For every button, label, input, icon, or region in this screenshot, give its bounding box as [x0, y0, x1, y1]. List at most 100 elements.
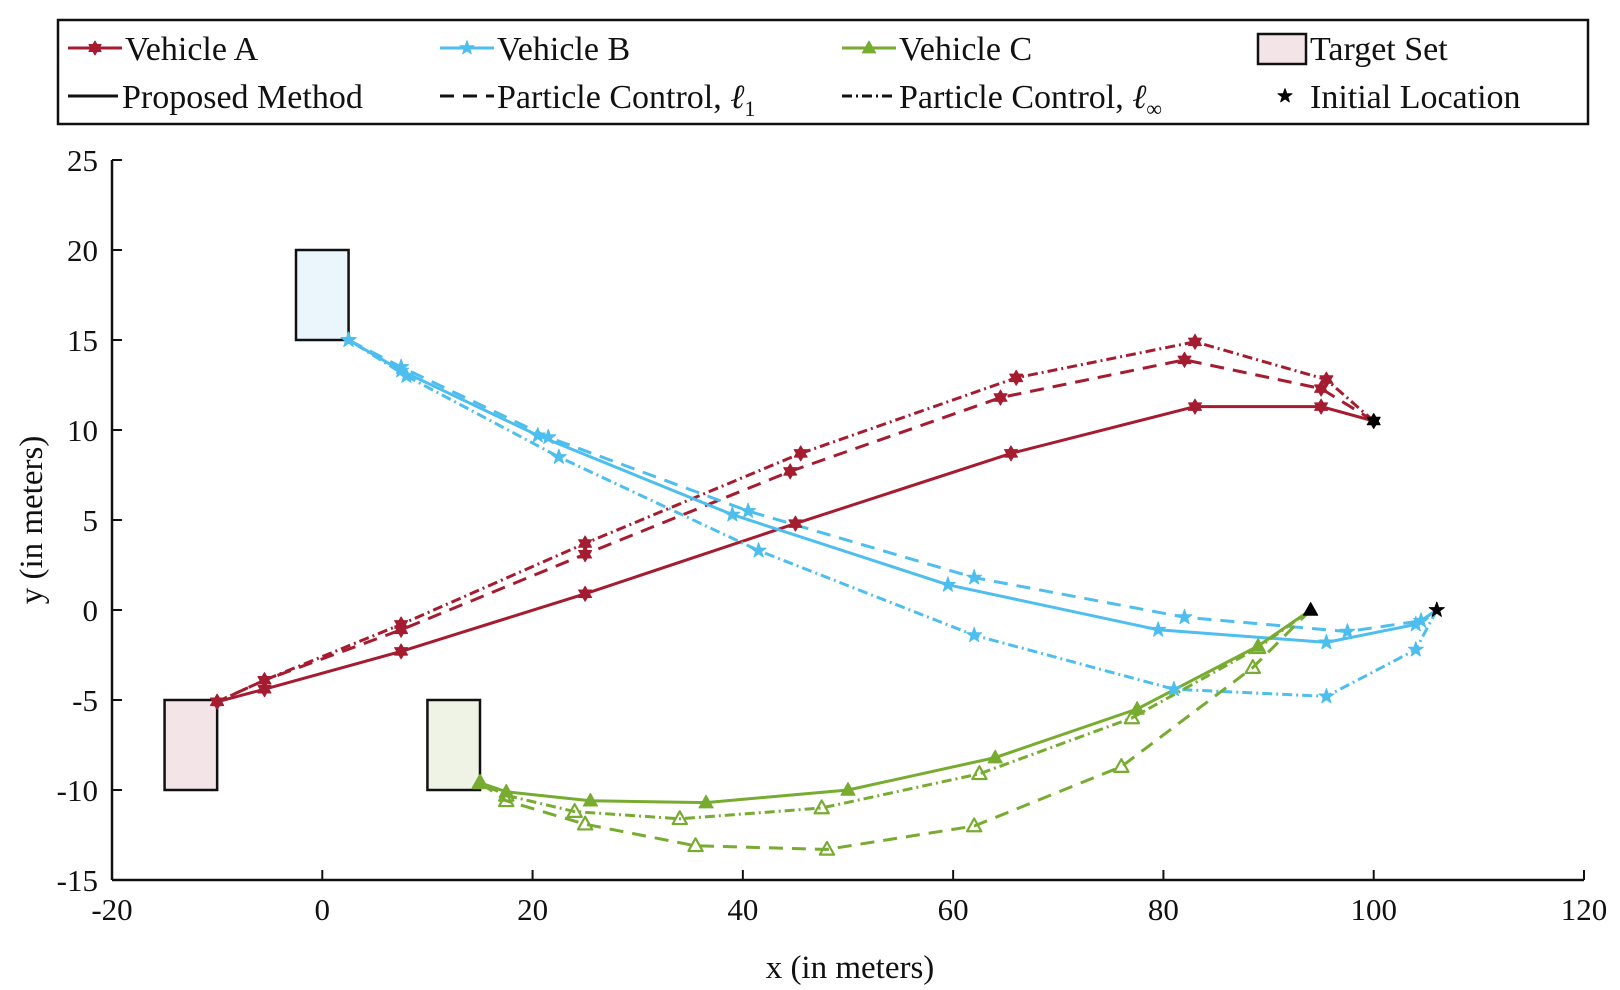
data-point-a-dashdot-1	[1319, 371, 1334, 388]
data-point-b-dashed-4	[966, 569, 983, 585]
legend-label-particle-l1: Particle Control, ℓ1	[497, 79, 755, 121]
legend-entry-vehicle-a: Vehicle A	[68, 31, 259, 68]
data-point-b-dashdot-8	[340, 331, 357, 347]
trajectory-markers	[210, 331, 1429, 856]
legend: Vehicle A Vehicle B Vehicle C Target Set…	[56, 18, 1590, 126]
data-point-a-solid-2	[1188, 398, 1202, 415]
data-point-a-dashed-2	[1177, 351, 1192, 368]
data-point-a-dashed-4	[783, 463, 798, 480]
data-point-c-dashdot-6	[566, 802, 583, 818]
data-point-c-dashdot-1	[1249, 639, 1267, 655]
data-point-c-dashdot-2	[1123, 709, 1141, 725]
initial-location-star-icon	[1277, 88, 1293, 103]
legend-label-vehicle-c: Vehicle C	[899, 31, 1032, 68]
data-point-a-dashed-5	[578, 546, 593, 563]
y-axis-label: y (in meters)	[14, 436, 50, 605]
legend-label-initial-location: Initial Location	[1310, 79, 1521, 116]
data-point-c-dashed-2	[1113, 757, 1130, 773]
y-tick-label: 20	[67, 233, 98, 268]
data-point-b-solid-2	[1318, 634, 1335, 650]
data-point-c-dashdot-5	[671, 810, 688, 826]
x-tick-label: 60	[938, 892, 969, 927]
y-tick-label: 25	[67, 143, 98, 178]
y-tick-label: 10	[67, 413, 98, 448]
x-tick-label: 20	[517, 892, 548, 927]
triangle-marker-icon	[861, 40, 877, 54]
x-axis-label: x (in meters)	[766, 950, 935, 986]
initial-location-a-icon	[1366, 413, 1381, 429]
hexagram-marker-icon	[88, 40, 102, 56]
data-point-b-solid-6	[529, 427, 546, 443]
legend-label-particle-l1-sub: 1	[744, 96, 755, 121]
hexagram-marker-icon	[88, 40, 102, 56]
data-point-c-dashdot-7	[498, 786, 515, 802]
legend-entry-target-set: Target Set	[1256, 31, 1448, 68]
data-point-a-dashdot-6	[394, 616, 409, 633]
data-point-a-dashdot-8	[210, 693, 225, 710]
series-line-a-dashed	[216, 358, 1375, 704]
data-point-b-dashdot-7	[398, 367, 415, 383]
data-point-b-dashdot-5	[750, 542, 767, 558]
legend-entry-particle-l1: Particle Control, ℓ1	[440, 79, 755, 121]
data-point-b-solid-4	[939, 576, 956, 592]
data-point-c-solid-2	[1129, 701, 1145, 715]
data-point-b-dashdot-4	[966, 626, 983, 643]
data-point-c-dashed-4	[818, 840, 836, 856]
legend-label-vehicle-a: Vehicle A	[125, 31, 259, 68]
data-point-a-dashed-3	[993, 389, 1008, 406]
data-point-a-dashdot-7	[257, 672, 272, 689]
x-tick-label: -20	[91, 892, 132, 927]
initial-location-markers	[1303, 413, 1445, 617]
series-line-b-dashed	[347, 338, 1438, 634]
initial-location-b-icon	[1428, 601, 1445, 617]
data-point-a-dashdot-3	[1009, 369, 1024, 386]
data-point-c-dashed-3	[965, 817, 983, 833]
legend-label-particle-l1-ell: ℓ	[730, 79, 744, 116]
data-point-a-solid-1	[1314, 398, 1329, 415]
data-point-c-solid-3	[987, 749, 1003, 764]
data-point-b-dashed-2	[1339, 623, 1356, 639]
data-point-a-solid-6	[394, 643, 409, 660]
x-ticks: -20 0 20 40 60 80 100 120	[91, 870, 1607, 927]
series-line-c-dashed	[479, 608, 1312, 851]
data-point-b-dashed-6	[540, 428, 557, 445]
target-set-b	[294, 248, 350, 342]
triangle-marker-icon	[861, 40, 877, 54]
data-point-a-solid-5	[578, 585, 593, 602]
data-point-c-dashdot-8	[471, 774, 489, 790]
series-line-c-dashdot	[479, 608, 1312, 821]
target-set-swatch-icon	[1256, 32, 1308, 66]
pentagram-marker-icon	[459, 40, 475, 55]
pentagram-marker-icon	[459, 40, 475, 55]
y-ticks: -15 -10 -5 0 5 10 15 20 25	[57, 143, 122, 898]
data-point-c-solid-4	[840, 782, 856, 796]
x-tick-label: 40	[727, 892, 758, 927]
y-tick-label: 0	[83, 593, 99, 628]
series-line-a-dashdot	[216, 340, 1375, 704]
legend-label-proposed-method: Proposed Method	[122, 79, 363, 116]
data-point-a-dashdot-2	[1188, 333, 1202, 350]
legend-box	[56, 18, 1590, 126]
legend-entry-vehicle-b: Vehicle B	[440, 31, 630, 68]
y-tick-label: -15	[57, 863, 98, 898]
series-line-b-dashdot	[347, 338, 1439, 698]
data-point-a-solid-3	[1004, 445, 1018, 462]
x-tick-label: 120	[1561, 892, 1608, 927]
legend-label-target-set: Target Set	[1310, 31, 1448, 68]
data-point-c-solid-6	[582, 792, 599, 807]
legend-label-vehicle-b: Vehicle B	[497, 31, 630, 68]
data-point-b-dashdot-3	[1166, 680, 1182, 697]
y-tick-label: -10	[57, 773, 98, 808]
data-point-a-solid-4	[788, 515, 803, 532]
data-point-c-solid-5	[698, 794, 714, 809]
data-point-a-dashdot-5	[578, 535, 593, 552]
target-set-c	[426, 698, 482, 792]
data-point-b-dashed-1	[1413, 612, 1429, 628]
legend-label-particle-l1-text: Particle Control,	[497, 79, 730, 116]
trajectory-series	[216, 338, 1439, 851]
x-tick-label: 80	[1148, 892, 1179, 927]
data-point-b-dashed-5	[740, 502, 757, 518]
data-point-c-dashed-5	[687, 837, 704, 853]
legend-entry-particle-linf: Particle Control, ℓ∞	[842, 79, 1162, 121]
